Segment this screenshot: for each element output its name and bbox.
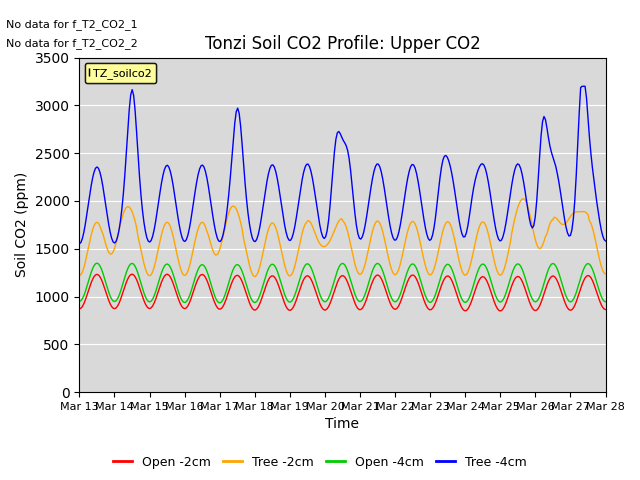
Legend: Open -2cm, Tree -2cm, Open -4cm, Tree -4cm: Open -2cm, Tree -2cm, Open -4cm, Tree -4…: [108, 451, 532, 474]
X-axis label: Time: Time: [326, 418, 360, 432]
Text: No data for f_T2_CO2_1: No data for f_T2_CO2_1: [6, 19, 138, 30]
Text: No data for f_T2_CO2_2: No data for f_T2_CO2_2: [6, 38, 138, 49]
Title: Tonzi Soil CO2 Profile: Upper CO2: Tonzi Soil CO2 Profile: Upper CO2: [205, 35, 481, 53]
Legend: TZ_soilco2: TZ_soilco2: [85, 63, 156, 83]
Y-axis label: Soil CO2 (ppm): Soil CO2 (ppm): [15, 172, 29, 277]
